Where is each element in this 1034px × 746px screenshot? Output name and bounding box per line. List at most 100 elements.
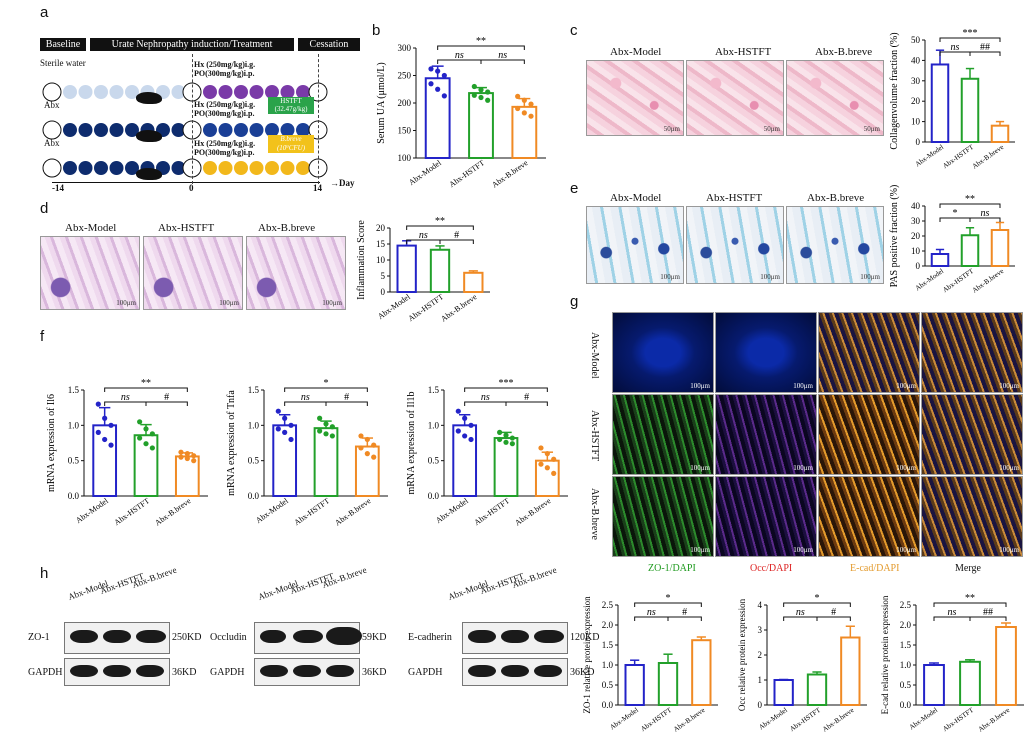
y-tick-label: 0.5 — [428, 456, 440, 466]
y-tick-label: 0.0 — [428, 491, 440, 501]
timeline-dot — [296, 161, 310, 175]
data-point — [288, 422, 294, 428]
data-point — [485, 89, 491, 95]
timeline-dot — [249, 161, 264, 175]
timeline-dot — [265, 85, 279, 99]
data-point — [515, 93, 521, 99]
bar — [930, 63, 950, 143]
y-tick-label: 1.0 — [428, 420, 440, 430]
blot-group-label: Abx-B.breve — [510, 564, 558, 590]
significance-label: ** — [965, 593, 975, 604]
bar — [990, 229, 1010, 267]
data-point — [371, 442, 377, 448]
x-tick-label: Abx-B.breve — [153, 496, 193, 527]
data-point — [441, 93, 447, 99]
data-point — [288, 436, 294, 443]
significance-bracket — [634, 602, 702, 607]
row2-tag: HSTFT (32.47g/kg) — [268, 97, 314, 114]
data-point — [521, 110, 527, 116]
timeline-dot — [125, 85, 139, 99]
y-tick-label: 300 — [398, 43, 412, 53]
significance-bracket — [480, 59, 525, 64]
x-tick-label: Abx-HSTFT — [472, 496, 511, 527]
x-tick-label: Abx-Model — [407, 158, 443, 187]
timeline-dot — [249, 85, 264, 99]
data-point — [358, 433, 364, 439]
data-point — [191, 458, 197, 464]
data-point — [441, 72, 447, 79]
significance-bracket — [939, 203, 1001, 208]
x-tick-label: Abx-Model — [757, 706, 788, 731]
scale-bar-label: 100μm — [999, 464, 1019, 472]
significance-bracket — [816, 616, 851, 621]
e-image-hstft: 100μm — [686, 206, 784, 284]
row2-reg2: PO(300mg/kg)i.p. — [194, 109, 255, 118]
data-point — [317, 415, 323, 421]
y-tick-label: 5 — [381, 271, 386, 281]
blot-group-label: Abx-B.breve — [130, 564, 178, 590]
if-image: 100μm — [612, 394, 714, 475]
significance-bracket — [104, 387, 188, 392]
data-point — [471, 92, 477, 98]
blot-target-kd: 59KD — [362, 632, 387, 643]
y-tick-label: 0.0 — [68, 491, 80, 501]
data-point — [329, 433, 335, 439]
timeline-dot — [265, 161, 279, 175]
x-tick-label: Abx-HSTFT — [639, 706, 673, 733]
row1-reg1: Hx (250mg/kg)i.g. — [194, 60, 256, 69]
chart-c: 0 10 20 30 40 50 Collagenvolume fraction (%) Ab… — [889, 28, 1015, 170]
if-image: 100μm — [715, 312, 817, 393]
y-tick-label: 3 — [758, 625, 763, 635]
significance-bracket — [783, 602, 851, 607]
x-tick-label: Abx-B.breve — [513, 496, 553, 527]
g-row-label-hstft: Abx-HSTFT — [589, 410, 600, 462]
e-title-hstft: Abx-HSTFT — [706, 192, 763, 204]
significance-label: # — [164, 392, 169, 403]
y-axis-label: Occ relative protein expression — [737, 598, 747, 711]
data-point — [275, 426, 281, 432]
g-row-label-model: Abx-Model — [589, 332, 600, 379]
data-point — [509, 435, 515, 441]
significance-bracket — [437, 45, 525, 50]
bar — [959, 660, 981, 707]
bar — [272, 424, 298, 497]
y-tick-label: 10 — [911, 246, 921, 256]
row1-reg2: PO(300mg/kg)i.p. — [194, 69, 255, 78]
chart-h3: 0.0 0.5 1.0 1.5 2.0 2.5 E-cad relative protein… — [880, 593, 1024, 733]
x-tick-label: Abx-B.breve — [977, 706, 1011, 733]
data-point — [149, 445, 155, 451]
significance-bracket — [325, 401, 368, 406]
timeline-dot — [171, 123, 186, 137]
blot-ref-kd: 36KD — [362, 667, 387, 678]
data-point — [143, 426, 149, 432]
scale-bar-label: 100μm — [860, 273, 880, 281]
baseline-header: Baseline — [40, 38, 86, 51]
significance-bracket — [969, 616, 1007, 621]
d-title-breve: Abx-B.breve — [258, 222, 316, 234]
g-col-label-zo1: ZO-1/DAPI — [648, 563, 696, 574]
gapdh-band — [293, 665, 321, 677]
data-point — [108, 442, 114, 448]
y-tick-label: 200 — [398, 98, 412, 108]
timeline-dot — [218, 161, 233, 175]
protein-band — [501, 630, 529, 643]
blot-ref-kd: 36KD — [172, 667, 197, 678]
data-point — [178, 449, 184, 455]
row3-reg1: Hx (250mg/kg)i.g. — [194, 139, 256, 148]
significance-label: ns — [481, 392, 490, 403]
scale-bar-label: 100μm — [896, 546, 916, 554]
significance-bracket — [933, 602, 1007, 607]
timeline-dot — [203, 161, 217, 175]
data-point — [371, 454, 377, 460]
data-point — [485, 97, 491, 103]
significance-bracket — [464, 387, 548, 392]
significance-label: ns — [981, 208, 990, 219]
data-point — [435, 68, 441, 74]
y-axis-label: mRNA expression of Il1b — [406, 391, 417, 494]
blot-ref-label: GAPDH — [28, 667, 63, 678]
data-point — [323, 431, 329, 437]
timeline-dot — [125, 161, 139, 175]
significance-bracket — [284, 387, 368, 392]
data-point — [282, 415, 288, 421]
significance-label: *** — [499, 378, 514, 389]
